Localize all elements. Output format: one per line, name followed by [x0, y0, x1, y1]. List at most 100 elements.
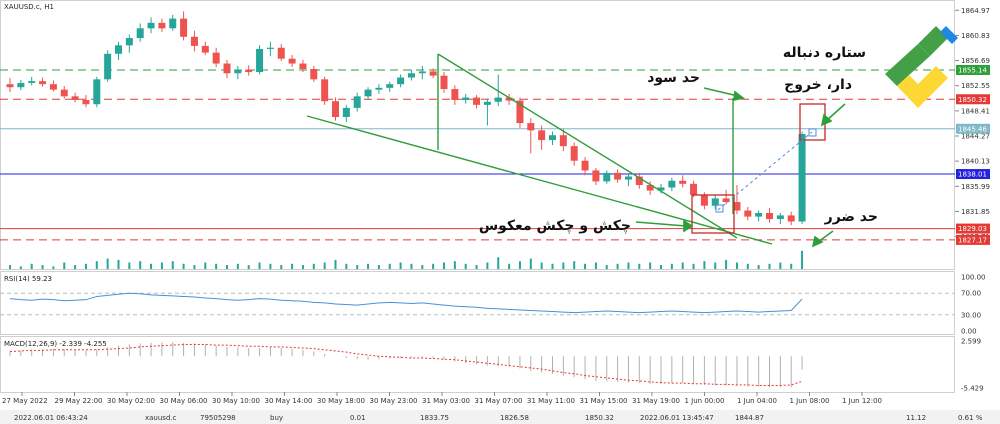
volume-bar	[508, 263, 511, 269]
candle-body	[559, 135, 567, 147]
volume-bar	[605, 265, 608, 269]
time-tick-label: 30 May 14:00	[265, 397, 313, 405]
candle-body	[755, 212, 763, 217]
candle	[223, 59, 231, 79]
candle-body	[407, 73, 415, 78]
price-tag-label: 1829.03	[958, 225, 987, 233]
volume-bar	[746, 263, 749, 269]
volume-bar	[204, 262, 207, 269]
candle-body	[635, 176, 643, 186]
price-level-lines	[0, 69, 955, 241]
volume-bar	[725, 259, 728, 269]
candle	[538, 125, 546, 150]
volume-bar	[735, 262, 738, 269]
candle-body	[321, 79, 329, 102]
time-tick-label: 1 Jun 12:00	[842, 397, 882, 405]
trend-dashed-line	[717, 131, 813, 211]
volume-bar	[584, 263, 587, 269]
candle-body	[158, 22, 166, 29]
candle-body	[342, 107, 350, 117]
volume-bar	[367, 263, 370, 269]
candle-body	[798, 134, 806, 222]
volume-bar	[692, 263, 695, 269]
candle	[332, 97, 339, 121]
candle	[440, 72, 448, 93]
volume-bar	[562, 262, 565, 269]
time-tick-label: 30 May 10:00	[212, 397, 260, 405]
candle	[635, 172, 643, 189]
candle	[353, 92, 361, 112]
candle	[418, 65, 426, 80]
volume-bar	[551, 263, 554, 269]
rsi-axis: 100.00 70.00 30.00 0.00	[961, 274, 986, 336]
candle-body	[679, 180, 687, 184]
volume-bar	[63, 262, 66, 269]
volume-bar	[410, 263, 413, 269]
price-tag: 1850.32	[956, 94, 990, 105]
candle	[624, 174, 632, 187]
candle	[668, 177, 676, 192]
entry-marker	[715, 204, 724, 213]
candle	[190, 30, 198, 52]
candle-body	[483, 101, 491, 105]
status-field: 2022.06.01 13:45:47	[640, 414, 714, 422]
volume-bar	[540, 262, 543, 269]
volume-bar	[421, 265, 424, 269]
candle	[462, 93, 470, 104]
volume-bar	[714, 262, 717, 269]
price-tag-bg	[956, 123, 990, 134]
volume-bar	[627, 262, 630, 269]
price-tag-label: 1855.14	[958, 66, 987, 74]
volume-bar	[182, 263, 185, 269]
time-tick-label: 31 May 03:00	[422, 397, 470, 405]
time-tick-label: 31 May 11:00	[527, 397, 575, 405]
candle	[755, 210, 763, 222]
symbol-label: XAUUSD.c, H1	[4, 3, 54, 11]
candle	[787, 211, 795, 226]
candle-body	[28, 81, 36, 83]
candle-body	[169, 18, 177, 29]
candle-body	[397, 77, 405, 85]
time-tick-label: 1 Jun 00:00	[685, 397, 725, 405]
trailing-star-label-line1: ستاره دنباله	[783, 45, 866, 61]
status-field: xauusd.c	[145, 414, 177, 422]
price-tag-bg	[956, 223, 990, 234]
time-tick-label: 30 May 02:00	[107, 397, 155, 405]
candle-body	[668, 180, 676, 188]
volume-bar	[301, 265, 304, 269]
macd-histogram	[9, 342, 803, 388]
volume-bar	[171, 261, 174, 269]
candle-body	[39, 81, 47, 85]
rsi-tick-label: 100.00	[961, 274, 986, 282]
macd-tick-label: 2.599	[961, 338, 981, 346]
candle	[169, 14, 177, 31]
candle	[603, 170, 611, 184]
candle-body	[614, 172, 622, 180]
volume-bar	[269, 263, 272, 269]
candle-body	[711, 198, 719, 206]
price-tag-label: 1850.32	[958, 96, 987, 104]
candle-body	[538, 130, 546, 141]
candle	[722, 189, 730, 205]
volume-bar	[52, 266, 55, 269]
status-field: buy	[270, 414, 283, 422]
candle	[798, 131, 806, 224]
candle	[6, 78, 14, 93]
wedge-lower-line	[306, 115, 773, 245]
volume-bar	[649, 262, 652, 269]
status-bar-bg	[0, 410, 1000, 424]
candle	[733, 185, 741, 215]
rsi-tick-label: 70.00	[961, 290, 981, 298]
volume-bar	[247, 265, 250, 269]
candle-body	[700, 194, 708, 206]
candle	[39, 77, 47, 87]
price-tag-label: 1845.46	[958, 125, 987, 133]
candle	[321, 76, 329, 105]
rsi-panel-border	[0, 271, 955, 335]
candle-body	[299, 63, 307, 70]
candle-body	[386, 84, 394, 88]
candle-body	[505, 97, 513, 101]
candle-body	[256, 48, 264, 73]
volume-bar	[660, 265, 662, 269]
candle-body	[17, 82, 25, 88]
